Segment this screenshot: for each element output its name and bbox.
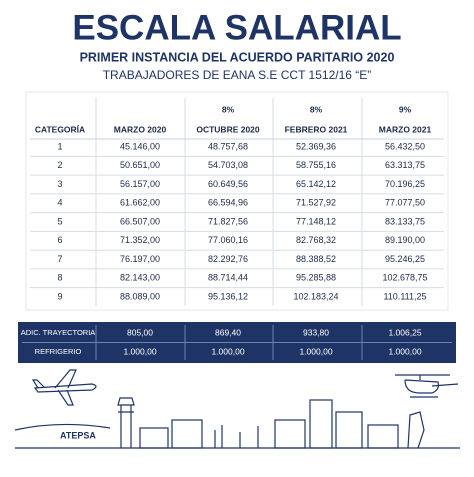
- column-header: MARZO 2021: [379, 124, 432, 134]
- cell: 56.432,50: [385, 141, 425, 151]
- cell: 89.190,00: [385, 235, 425, 245]
- cell: 5: [57, 216, 62, 226]
- cell: 58.755,16: [296, 160, 336, 170]
- cell: 50.651,00: [120, 160, 160, 170]
- table-frame: [25, 91, 449, 311]
- cell: 82.768,32: [296, 235, 336, 245]
- cell: 88.089,00: [120, 291, 160, 301]
- column-header: MARZO 2020: [114, 124, 167, 134]
- cell: 83.133,75: [385, 216, 425, 226]
- band-cell: 1.000,00: [123, 346, 156, 356]
- band-cell: 1.000,00: [299, 346, 332, 356]
- column-header: CATEGORÍA: [35, 124, 85, 134]
- cell: 82.143,00: [120, 273, 160, 283]
- cell: 82.292,76: [208, 254, 248, 264]
- cell: 8: [57, 273, 62, 283]
- band-cell: 1.000,00: [211, 346, 244, 356]
- title: ESCALA SALARIAL: [72, 8, 401, 47]
- cell: 102.183,24: [293, 291, 338, 301]
- band-cell: 933,80: [303, 327, 329, 337]
- band-cell: 869,40: [215, 327, 241, 337]
- band-cell: REFRIGERIO: [35, 347, 82, 356]
- cell: 70.196,25: [385, 179, 425, 189]
- increase: 9%: [399, 104, 412, 114]
- cell: 4: [57, 198, 62, 208]
- band-cell: 1.006,25: [388, 327, 421, 337]
- cell: 52.369,36: [296, 141, 336, 151]
- column-header: OCTUBRE 2020: [196, 124, 260, 134]
- cell: 95.246,25: [385, 254, 425, 264]
- band-cell: 1.000,00: [388, 346, 421, 356]
- cell: 71.827,56: [208, 216, 248, 226]
- cell: 54.703,08: [208, 160, 248, 170]
- column-header: FEBRERO 2021: [285, 124, 348, 134]
- cell: 88.714,44: [208, 273, 248, 283]
- illustration: ATEPSA: [14, 369, 460, 449]
- cell: 77.148,12: [296, 216, 336, 226]
- cell: 61.662,00: [120, 198, 160, 208]
- cell: 45.146,00: [120, 141, 160, 151]
- increase: 8%: [222, 104, 235, 114]
- cell: 63.313,75: [385, 160, 425, 170]
- cell: 95.285,88: [296, 273, 336, 283]
- cell: 110.111,25: [383, 291, 426, 301]
- cell: 7: [57, 254, 62, 264]
- cell: 76.197,00: [120, 254, 160, 264]
- increase: 8%: [310, 104, 323, 114]
- cell: 95.136,12: [208, 291, 248, 301]
- logo: ATEPSA: [60, 430, 96, 440]
- cell: 77.060,16: [208, 235, 248, 245]
- cell: 88.388,52: [296, 254, 336, 264]
- cell: 6: [57, 235, 62, 245]
- cell: 66.594,96: [208, 198, 248, 208]
- cell: 2: [57, 160, 62, 170]
- cell: 77.077,50: [385, 198, 425, 208]
- cell: 56.157,00: [120, 179, 160, 189]
- cell: 9: [57, 291, 62, 301]
- cell: 102.678,75: [382, 273, 427, 283]
- cell: 66.507,00: [120, 216, 160, 226]
- band-cell: ADIC. TRAYECTORIA: [21, 328, 96, 337]
- subtitle: PRIMER INSTANCIA DEL ACUERDO PARITARIO 2…: [80, 50, 395, 64]
- band-cell: 805,00: [127, 327, 153, 337]
- caption: TRABAJADORES DE EANA S.E CCT 1512/16 “E”: [103, 68, 372, 82]
- cell: 60.649,56: [208, 179, 248, 189]
- cell: 3: [57, 179, 62, 189]
- cell: 71.352,00: [120, 235, 160, 245]
- cell: 71.527,92: [296, 198, 336, 208]
- cell: 65.142,12: [296, 179, 336, 189]
- cell: 1: [57, 141, 62, 151]
- cell: 48.757,68: [208, 141, 248, 151]
